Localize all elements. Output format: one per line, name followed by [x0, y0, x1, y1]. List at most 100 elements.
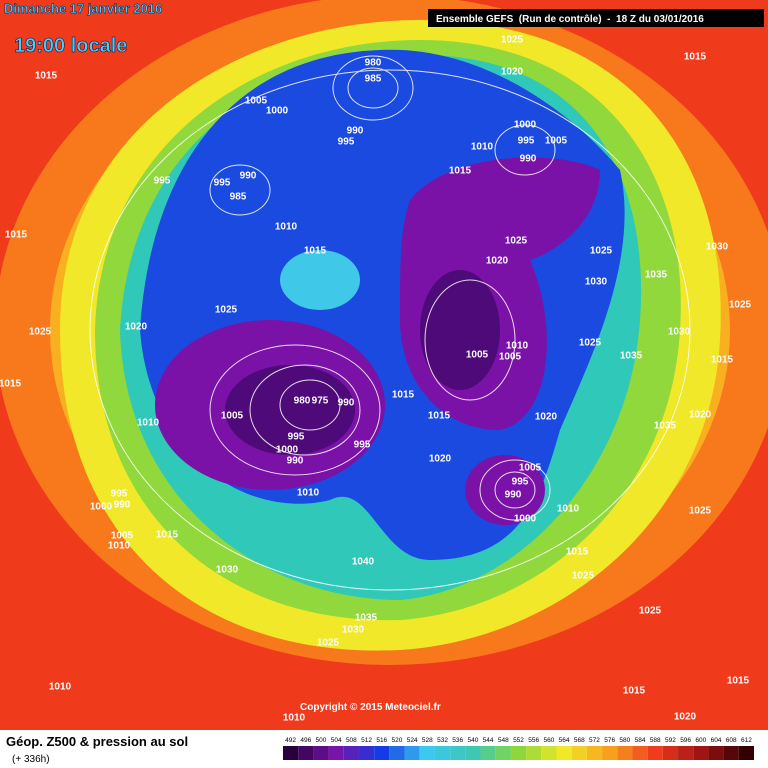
colorbar-swatch	[647, 746, 663, 760]
colorbar-swatch	[617, 746, 633, 760]
colorbar-swatch	[480, 746, 496, 760]
isobar-label: 1000	[514, 120, 537, 131]
colorbar-swatch	[556, 746, 572, 760]
colorbar-swatch	[708, 746, 724, 760]
isobar-label: 1000	[90, 502, 113, 513]
isobar-label: 1020	[125, 322, 148, 333]
isobar-label: 1030	[342, 625, 365, 636]
isobar-label: 1010	[283, 713, 306, 724]
colorbar-label: 556	[528, 737, 539, 744]
colorbar-label: 592	[665, 737, 676, 744]
isobar-label: 995	[214, 178, 231, 189]
isobar-label: 1010	[506, 341, 529, 352]
colorbar-label: 528	[422, 737, 433, 744]
colorbar-label: 560	[543, 737, 554, 744]
colorbar-swatch	[419, 746, 435, 760]
isobar-label: 1000	[276, 445, 299, 456]
isobar-label: 995	[111, 489, 128, 500]
colorbar-label: 496	[300, 737, 311, 744]
isobar-label: 1030	[668, 327, 691, 338]
colorbar-swatch	[693, 746, 709, 760]
colorbar-label: 552	[513, 737, 524, 744]
colorbar-swatch	[343, 746, 359, 760]
isobar-label: 1040	[352, 557, 375, 568]
isobar-label: 1010	[108, 541, 131, 552]
low-core	[420, 270, 500, 390]
isobar-label: 995	[338, 137, 355, 148]
isobar-label: 1005	[221, 411, 244, 422]
isobar-label: 1025	[579, 338, 602, 349]
colorbar-swatch	[632, 746, 648, 760]
colorbar-label: 544	[483, 737, 494, 744]
colorbar-label: 532	[437, 737, 448, 744]
isobar-label: 1025	[215, 305, 238, 316]
isobar-label: 1030	[216, 565, 239, 576]
isobar-label: 1015	[566, 547, 589, 558]
colorbar-label: 508	[346, 737, 357, 744]
isobar-label: 1015	[156, 530, 179, 541]
isobar-label: 1005	[519, 463, 542, 474]
isobar-label: 1025	[729, 300, 752, 311]
colorbar-swatch	[389, 746, 405, 760]
colorbar-swatch	[526, 746, 542, 760]
isobar-label: 1020	[535, 412, 558, 423]
isobar-label: 985	[365, 74, 382, 85]
colorbar-label: 540	[467, 737, 478, 744]
colorbar-label: 548	[498, 737, 509, 744]
colorbar-swatch	[541, 746, 557, 760]
isobar-label: 1015	[392, 390, 415, 401]
isobar-label: 1020	[689, 410, 712, 421]
isobar-label: 1035	[654, 421, 677, 432]
isobar-label: 1000	[514, 514, 537, 525]
isobar-label: 1010	[275, 222, 298, 233]
colorbar-label: 588	[650, 737, 661, 744]
isobar-label: 1005	[111, 531, 134, 542]
colorbar-swatch	[723, 746, 739, 760]
isobar-label: 1005	[245, 96, 268, 107]
colorbar-label: 516	[376, 737, 387, 744]
colorbar-swatch	[374, 746, 390, 760]
date: Dimanche 17 janvier 2016	[4, 1, 162, 16]
isobar-label: 1015	[428, 411, 451, 422]
colorbar-swatch	[738, 746, 754, 760]
colorbar-swatch	[571, 746, 587, 760]
isobar-label: 1015	[684, 52, 707, 63]
isobar-label: 980	[365, 58, 382, 69]
colorbar-label: 520	[392, 737, 403, 744]
isobar-label: 1035	[645, 270, 668, 281]
colorbar-label: 492	[285, 737, 296, 744]
isobar-label: 1015	[449, 166, 472, 177]
isobar-label: 1025	[590, 246, 613, 257]
isobar-label: 1005	[466, 350, 489, 361]
isobar-label: 990	[347, 126, 364, 137]
isobar-label: 1025	[505, 236, 528, 247]
copyright: Copyright © 2015 Meteociel.fr	[300, 702, 441, 713]
isobar-label: 1035	[355, 613, 378, 624]
colorbar-label: 536	[452, 737, 463, 744]
colorbar-label: 572	[589, 737, 600, 744]
isobar-label: 1025	[689, 506, 712, 517]
colorbar-label: 596	[680, 737, 691, 744]
isobar-label: 1015	[711, 355, 734, 366]
colorbar-swatch	[404, 746, 420, 760]
colorbar-swatch	[662, 746, 679, 760]
isobar-label: 995	[154, 176, 171, 187]
isobar-label: 1020	[486, 256, 509, 267]
colorbar-label: 512	[361, 737, 372, 744]
isobar-label: 1035	[620, 351, 643, 362]
isobar-label: 1015	[5, 230, 28, 241]
colorbar-swatch	[465, 746, 481, 760]
isobar-label: 995	[512, 477, 529, 488]
isobar-label: 1015	[304, 246, 327, 257]
isobar-label: 1025	[29, 327, 52, 338]
isobar-label: 1025	[639, 606, 662, 617]
isobar-label: 990	[520, 154, 537, 165]
colorbar-swatch	[602, 746, 618, 760]
isobar-label: 1005	[499, 352, 522, 363]
isobar-label: 1025	[317, 638, 340, 649]
footer-lead: (+ 336h)	[12, 754, 50, 765]
isobar-label: 1010	[137, 418, 160, 429]
